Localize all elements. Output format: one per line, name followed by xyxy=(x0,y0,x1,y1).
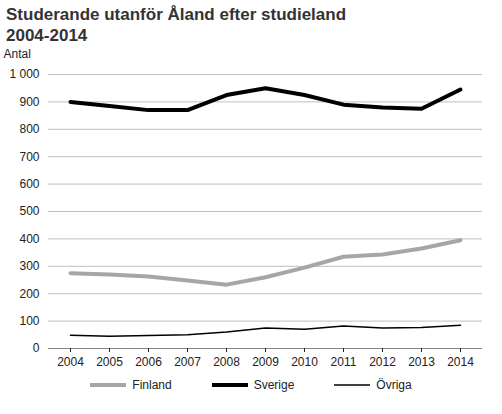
svg-text:600: 600 xyxy=(19,177,39,191)
svg-text:Antal: Antal xyxy=(4,47,31,61)
svg-text:2014: 2014 xyxy=(447,355,474,369)
svg-text:500: 500 xyxy=(19,204,39,218)
svg-text:2010: 2010 xyxy=(291,355,318,369)
svg-text:100: 100 xyxy=(19,314,39,328)
svg-text:2011: 2011 xyxy=(331,355,357,369)
svg-text:800: 800 xyxy=(19,122,39,136)
svg-text:300: 300 xyxy=(19,259,39,273)
html-text:Studerande utanför Åland efter: Studerande utanför Åland efter studielan… xyxy=(6,5,346,24)
svg-text:2013: 2013 xyxy=(408,355,435,369)
svg-text:900: 900 xyxy=(19,95,39,109)
html-text:Sverige: Sverige xyxy=(253,378,295,392)
svg-text:1 000: 1 000 xyxy=(9,67,39,81)
svg-text:2006: 2006 xyxy=(135,355,162,369)
html-text:Övriga: Övriga xyxy=(376,378,412,392)
svg-text:2008: 2008 xyxy=(213,355,240,369)
svg-text:200: 200 xyxy=(19,287,39,301)
svg-text:2012: 2012 xyxy=(369,355,396,369)
html-text:Finland: Finland xyxy=(132,378,172,392)
html-text:2004-2014: 2004-2014 xyxy=(6,26,88,45)
svg-text:2004: 2004 xyxy=(57,355,84,369)
svg-text:700: 700 xyxy=(19,150,39,164)
svg-text:0: 0 xyxy=(33,341,40,355)
svg-text:400: 400 xyxy=(19,232,39,246)
svg-text:2009: 2009 xyxy=(252,355,279,369)
svg-text:2007: 2007 xyxy=(174,355,201,369)
svg-text:2005: 2005 xyxy=(96,355,123,369)
